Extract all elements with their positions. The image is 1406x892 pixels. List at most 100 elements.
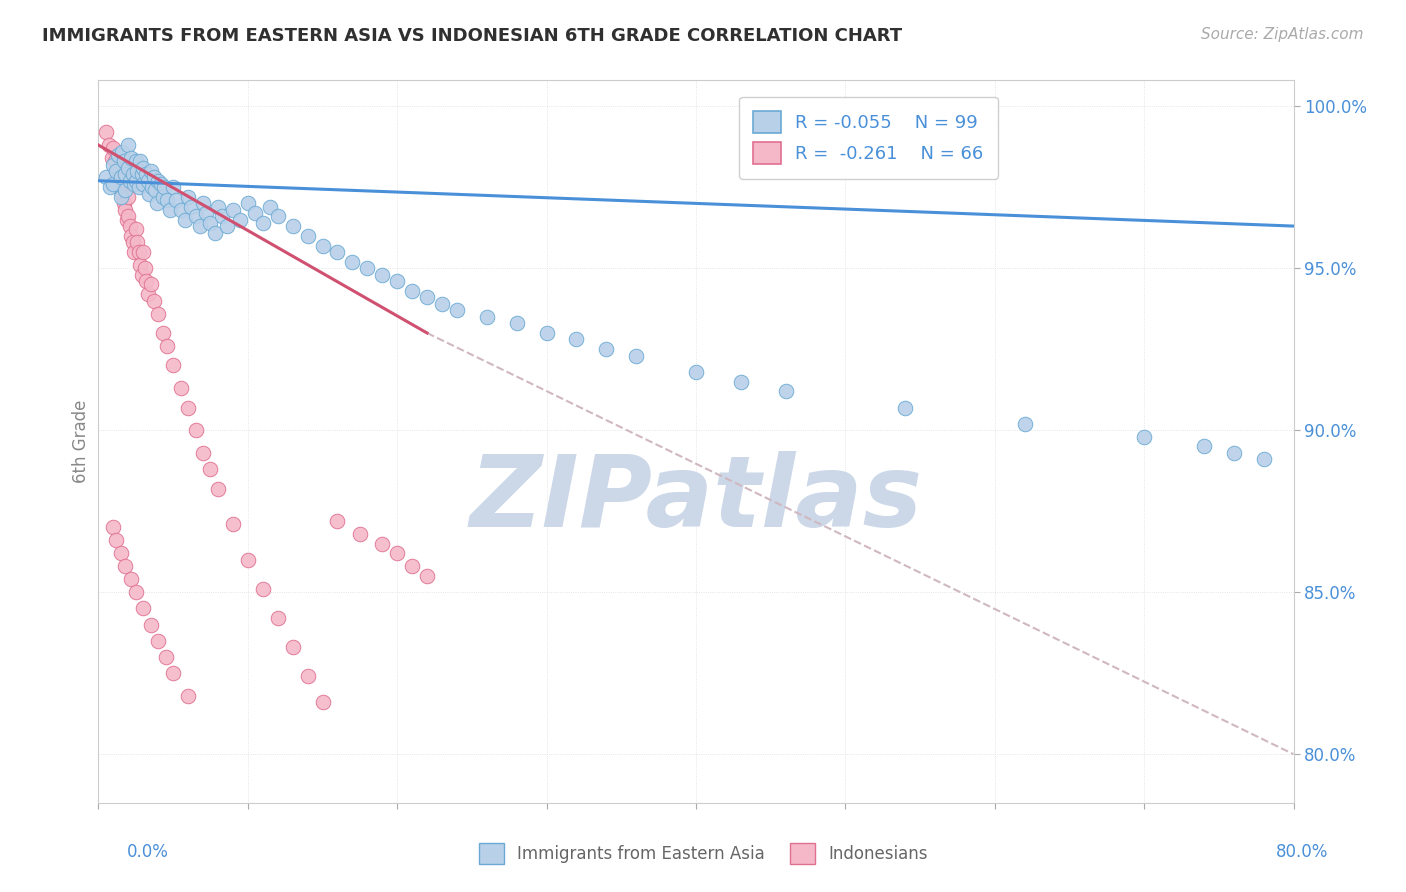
Point	[416, 569, 439, 583]
Point	[174, 212, 197, 227]
Point	[385, 546, 409, 560]
Point	[103, 157, 125, 171]
Point	[165, 193, 187, 207]
Point	[110, 190, 132, 204]
Point	[105, 533, 128, 548]
Point	[200, 462, 222, 476]
Text: Source: ZipAtlas.com: Source: ZipAtlas.com	[1201, 27, 1364, 42]
Point	[326, 245, 349, 260]
Point	[105, 164, 128, 178]
Point	[142, 293, 165, 308]
Point	[565, 333, 588, 347]
Point	[104, 154, 127, 169]
Point	[1192, 439, 1215, 453]
Point	[145, 196, 167, 211]
Point	[117, 138, 139, 153]
Point	[1223, 446, 1246, 460]
Point	[177, 190, 200, 204]
Point	[117, 190, 139, 204]
Point	[112, 154, 135, 169]
Point	[326, 514, 349, 528]
Point	[127, 235, 149, 250]
Point	[215, 219, 238, 233]
Point	[169, 381, 191, 395]
Point	[132, 245, 155, 260]
Point	[595, 342, 617, 356]
Y-axis label: 6th Grade: 6th Grade	[72, 400, 90, 483]
Point	[114, 167, 136, 181]
Point	[135, 274, 157, 288]
Point	[371, 268, 394, 282]
Point	[110, 177, 132, 191]
Point	[135, 167, 157, 181]
Text: 0.0%: 0.0%	[127, 843, 169, 861]
Point	[132, 161, 155, 175]
Point	[152, 326, 174, 340]
Point	[127, 164, 149, 178]
Point	[1253, 452, 1275, 467]
Point	[136, 287, 159, 301]
Point	[281, 640, 304, 655]
Point	[139, 617, 162, 632]
Point	[117, 210, 139, 224]
Point	[94, 170, 117, 185]
Point	[107, 148, 129, 162]
Point	[107, 170, 129, 185]
Point	[626, 349, 648, 363]
Point	[121, 235, 143, 250]
Point	[430, 297, 453, 311]
Point	[125, 154, 148, 169]
Point	[356, 261, 378, 276]
Point	[112, 196, 135, 211]
Point	[311, 695, 333, 709]
Point	[142, 170, 165, 185]
Point	[108, 180, 131, 194]
Legend: Immigrants from Eastern Asia, Indonesians: Immigrants from Eastern Asia, Indonesian…	[472, 837, 934, 871]
Point	[97, 138, 120, 153]
Point	[103, 520, 125, 534]
Point	[110, 170, 132, 185]
Point	[125, 222, 148, 236]
Point	[124, 245, 146, 260]
Point	[252, 582, 274, 596]
Point	[775, 384, 797, 399]
Point	[124, 177, 146, 191]
Point	[169, 202, 191, 217]
Point	[128, 180, 150, 194]
Point	[111, 145, 134, 159]
Point	[180, 200, 202, 214]
Point	[132, 601, 155, 615]
Point	[267, 611, 290, 625]
Point	[229, 212, 252, 227]
Point	[148, 174, 170, 188]
Point	[114, 202, 136, 217]
Point	[110, 157, 132, 171]
Point	[1133, 430, 1156, 444]
Point	[259, 200, 281, 214]
Point	[143, 183, 166, 197]
Point	[371, 536, 394, 550]
Point	[103, 177, 125, 191]
Point	[114, 559, 136, 574]
Point	[236, 196, 259, 211]
Point	[98, 180, 122, 194]
Point	[111, 186, 134, 201]
Point	[131, 167, 153, 181]
Point	[200, 216, 222, 230]
Point	[475, 310, 498, 324]
Point	[297, 228, 319, 243]
Point	[131, 268, 153, 282]
Point	[252, 216, 274, 230]
Point	[156, 193, 179, 207]
Point	[101, 151, 124, 165]
Point	[155, 650, 177, 665]
Point	[342, 254, 364, 268]
Point	[121, 167, 143, 181]
Point	[204, 226, 226, 240]
Point	[267, 210, 290, 224]
Point	[159, 202, 181, 217]
Point	[385, 274, 409, 288]
Point	[118, 219, 141, 233]
Point	[129, 258, 152, 272]
Point	[188, 219, 211, 233]
